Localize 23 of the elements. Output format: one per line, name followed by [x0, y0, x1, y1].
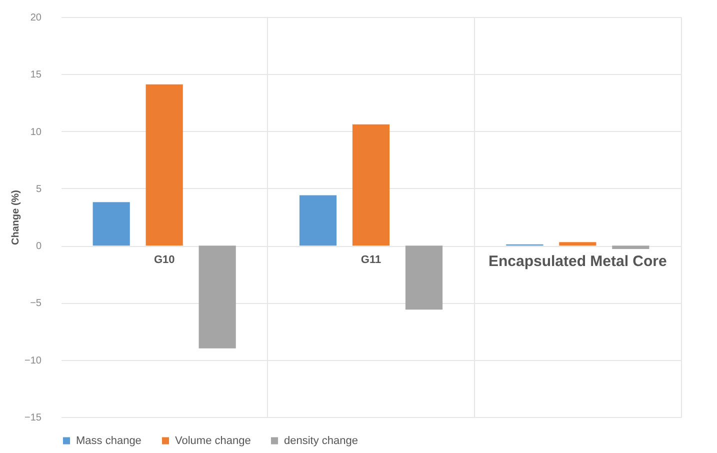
x-tick-label: G11 — [360, 254, 382, 266]
y-tick-label: −5 — [30, 298, 42, 310]
bar — [92, 202, 130, 246]
x-tick-label: G10 — [154, 254, 175, 266]
x-tick-label: Encapsulated Metal Core — [488, 253, 667, 270]
bar — [559, 242, 596, 246]
y-tick-label: 10 — [30, 126, 42, 138]
y-tick-label: 5 — [36, 184, 42, 195]
bar — [198, 246, 236, 348]
y-tick-label: −10 — [24, 355, 42, 366]
y-tick-label: −15 — [24, 412, 42, 424]
y-axis-title: Change (%) — [10, 190, 22, 245]
bar — [405, 246, 443, 310]
bar — [146, 84, 183, 246]
bar — [299, 195, 337, 246]
legend-label: density change — [284, 434, 358, 447]
legend-label: Mass change — [76, 434, 142, 447]
bar — [612, 246, 650, 249]
y-tick-label: 15 — [30, 70, 42, 81]
y-tick-label: 0 — [36, 241, 42, 252]
y-tick-label: 20 — [30, 12, 42, 24]
legend-label: Volume change — [175, 434, 251, 447]
bar — [352, 124, 390, 246]
